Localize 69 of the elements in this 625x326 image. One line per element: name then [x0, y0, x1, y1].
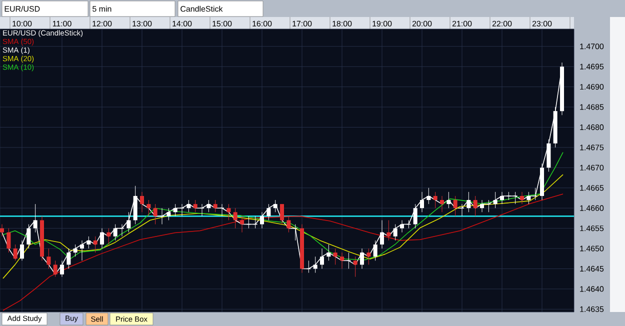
candlestick: [393, 224, 398, 241]
candlestick: [320, 248, 324, 269]
candlestick: [486, 200, 492, 212]
candlestick: [326, 244, 331, 261]
candlestick: [80, 240, 84, 261]
candlestick: [220, 204, 224, 216]
candlestick: [420, 192, 424, 212]
candlestick: [532, 188, 538, 200]
candlestick: [433, 192, 438, 208]
candlestick: [200, 204, 204, 216]
candlestick: [213, 200, 218, 212]
candlestick: [6, 228, 11, 253]
candlestick: [20, 240, 24, 261]
candlestick: [526, 192, 531, 204]
candlestick: [53, 260, 58, 278]
candlestick: [146, 200, 151, 216]
candlestick: [340, 252, 344, 269]
candlestick: [173, 204, 178, 216]
candlestick: [512, 192, 518, 204]
candlestick: [180, 204, 184, 216]
line-series: [2, 174, 564, 279]
candlestick: [440, 196, 444, 212]
candlestick: [140, 192, 144, 212]
candlestick: [386, 220, 391, 241]
candlestick: [166, 208, 171, 220]
candlestick: [466, 192, 471, 212]
candlestick: [500, 192, 504, 204]
candlestick: [46, 248, 51, 269]
candlestick: [400, 220, 404, 233]
candlestick: [113, 224, 118, 241]
candlestick: [453, 196, 458, 216]
candlestick: [0, 224, 4, 237]
candlestick: [93, 236, 98, 253]
candlestick: [280, 204, 284, 225]
candlestick: [260, 212, 264, 229]
candlestick: [366, 248, 371, 265]
candlestick: [286, 216, 291, 233]
candlestick: [206, 200, 211, 212]
candlestick: [520, 192, 524, 204]
candlestick: [73, 244, 78, 257]
candlestick: [413, 204, 418, 229]
candlestick: [66, 248, 71, 269]
candlestick: [86, 236, 91, 249]
candlestick: [26, 224, 31, 249]
candlestick: [266, 204, 271, 220]
candlestick: [493, 192, 498, 208]
candlestick: [240, 216, 244, 233]
candlestick: [106, 228, 111, 245]
candlestick: [426, 188, 431, 204]
candlestick: [446, 192, 451, 208]
candlestick: [360, 248, 364, 269]
candlestick: [33, 204, 38, 233]
candlestick: [13, 244, 18, 261]
candlestick: [480, 200, 484, 212]
candlestick: [380, 220, 384, 249]
candlestick: [353, 256, 358, 278]
candlestick: [226, 204, 231, 220]
candlestick: [273, 200, 278, 212]
candlestick: [233, 208, 238, 229]
candlestick: [473, 196, 478, 216]
candlestick: [186, 200, 191, 212]
candlestick: [193, 200, 198, 212]
candlestick: [100, 228, 104, 249]
line-series: [2, 194, 564, 311]
candlestick: [153, 204, 158, 225]
candlestick: [126, 212, 131, 233]
candlestick: [460, 204, 464, 216]
candlestick: [333, 248, 338, 265]
candlestick: [373, 240, 378, 261]
